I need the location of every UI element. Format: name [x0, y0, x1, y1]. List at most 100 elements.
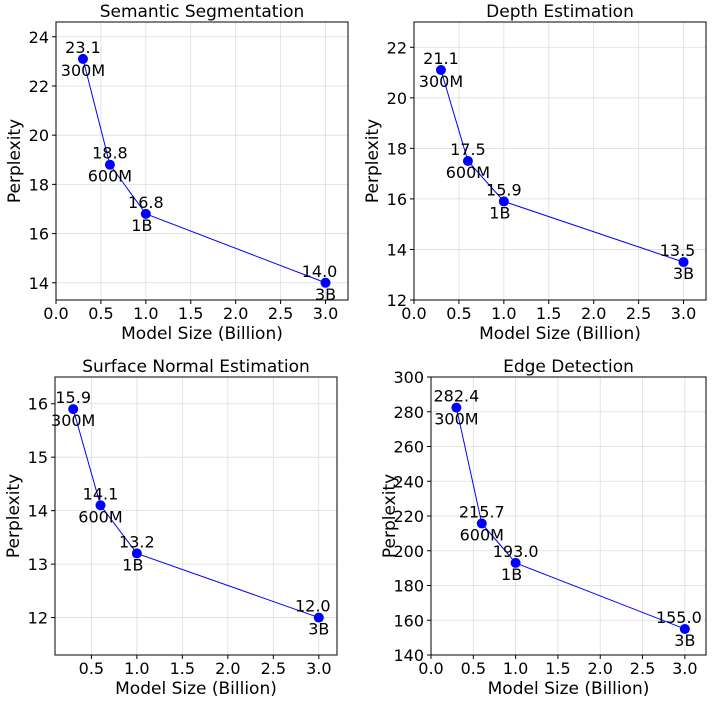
- plot-frame: [413, 21, 707, 301]
- value-label: 17.5: [450, 140, 486, 159]
- x-tick-label: 0.0: [401, 304, 426, 323]
- x-tick-label: 2.0: [581, 304, 606, 323]
- x-tick-label: 2.0: [223, 304, 248, 323]
- model-size-label: 300M: [61, 61, 105, 80]
- model-size-label: 600M: [460, 525, 504, 544]
- y-tick-label: 20: [29, 126, 49, 145]
- model-size-label: 600M: [88, 167, 132, 186]
- y-tick-label: 16: [29, 225, 49, 244]
- x-tick-label: 0.0: [43, 304, 68, 323]
- x-tick-label: 0.5: [461, 659, 486, 678]
- x-axis-label: Model Size (Billion): [121, 324, 283, 344]
- x-tick-label: 1.5: [170, 659, 195, 678]
- y-tick-label: 16: [387, 190, 407, 209]
- data-point-3b: [678, 257, 689, 268]
- x-tick-label: 1.0: [503, 659, 528, 678]
- plot-frame: [55, 21, 349, 301]
- y-axis-label: Perplexity: [380, 474, 400, 558]
- value-label: 15.9: [486, 180, 522, 199]
- y-tick-label: 300: [393, 368, 424, 387]
- model-size-label: 600M: [78, 507, 122, 526]
- chart-title: Semantic Segmentation: [100, 2, 305, 22]
- y-axis-label: Perplexity: [4, 474, 24, 558]
- x-tick-label: 1.0: [133, 304, 158, 323]
- model-size-label: 3B: [673, 264, 694, 283]
- model-size-label: 300M: [51, 411, 95, 430]
- y-tick-label: 16: [28, 395, 48, 414]
- value-label: 12.0: [295, 597, 331, 616]
- x-tick-label: 2.5: [261, 659, 286, 678]
- data-point-600m: [476, 518, 487, 529]
- y-tick-label: 280: [393, 403, 424, 422]
- data-point-3b: [320, 277, 331, 288]
- value-label: 16.8: [128, 193, 164, 212]
- y-tick-label: 14: [387, 240, 407, 259]
- x-axis-label: Model Size (Billion): [115, 679, 277, 699]
- x-tick-label: 1.5: [545, 659, 570, 678]
- value-label: 14.0: [302, 262, 338, 281]
- chart-title: Surface Normal Estimation: [82, 357, 310, 377]
- value-label: 193.0: [493, 542, 539, 561]
- model-size-label: 3B: [315, 285, 336, 304]
- chart-semantic-segmentation: 0.0 0.5 1.0 1.5 2.0 2.5 3.0 14 16 18 20 22 24 Semanti…: [5, 2, 349, 344]
- model-size-label: 3B: [308, 620, 329, 639]
- data-point-1b: [510, 557, 521, 568]
- x-tick-label: 2.5: [626, 304, 651, 323]
- value-label: 21.1: [423, 49, 459, 68]
- model-size-label: 1B: [122, 555, 143, 574]
- series-line: [72, 408, 319, 619]
- y-tick-label: 160: [393, 611, 424, 630]
- y-tick-label: 200: [393, 542, 424, 561]
- data-point-300m: [77, 53, 88, 64]
- x-tick-label: 2.0: [588, 659, 613, 678]
- data-point-600m: [104, 159, 115, 170]
- model-size-label: 1B: [131, 216, 152, 235]
- model-size-label: 1B: [501, 565, 522, 584]
- chart-surface-normal-estimation: 0.5 1.0 1.5 2.0 2.5 3.0 12 13 14 15 16 Surface Norm…: [4, 357, 338, 699]
- x-axis-label: Model Size (Billion): [479, 324, 641, 344]
- data-point-1b: [498, 196, 509, 207]
- y-tick-label: 14: [29, 274, 49, 293]
- y-tick-label: 13: [28, 555, 48, 574]
- series-line: [440, 69, 684, 263]
- x-tick-label: 3.0: [313, 304, 338, 323]
- x-tick-label: 2.5: [268, 304, 293, 323]
- y-tick-label: 18: [387, 139, 407, 158]
- chart-edge-detection: 0.0 0.5 1.0 1.5 2.0 2.5 3.0 140 160 180 200 220 240 2…: [380, 357, 707, 699]
- chart-title: Edge Detection: [503, 357, 634, 377]
- x-tick-label: 1.5: [178, 304, 203, 323]
- series-line: [455, 407, 686, 630]
- value-label: 23.1: [65, 38, 101, 57]
- x-tick-label: 3.0: [671, 304, 696, 323]
- chart-depth-estimation: 0.0 0.5 1.0 1.5 2.0 2.5 3.0 12 14 16 18 20 22 Depth E…: [363, 2, 707, 344]
- value-label: 14.1: [83, 484, 119, 503]
- plot-frame: [54, 376, 338, 656]
- data-point-600m: [95, 500, 106, 511]
- y-tick-label: 18: [29, 175, 49, 194]
- value-label: 155.0: [656, 608, 702, 627]
- y-tick-label: 14: [28, 502, 48, 521]
- data-point-600m: [462, 156, 473, 166]
- model-size-label: 600M: [446, 163, 490, 182]
- x-tick-label: 3.0: [306, 659, 331, 678]
- chart-title: Depth Estimation: [486, 2, 634, 22]
- y-tick-label: 260: [393, 438, 424, 457]
- y-tick-label: 12: [28, 609, 48, 628]
- value-label: 282.4: [433, 387, 479, 406]
- model-size-label: 300M: [419, 72, 463, 91]
- x-tick-label: 3.0: [672, 659, 697, 678]
- y-tick-label: 15: [28, 448, 48, 467]
- y-tick-label: 22: [29, 77, 49, 96]
- y-tick-label: 140: [393, 646, 424, 665]
- y-tick-label: 20: [387, 89, 407, 108]
- gridlines: [55, 22, 348, 300]
- data-point-300m: [451, 402, 462, 413]
- series-line: [82, 58, 326, 284]
- gridlines: [55, 377, 337, 655]
- data-point-1b: [140, 208, 151, 219]
- x-tick-label: 0.5: [88, 304, 113, 323]
- y-tick-label: 12: [387, 291, 407, 310]
- model-size-label: 300M: [434, 410, 478, 429]
- data-point-1b: [131, 548, 142, 559]
